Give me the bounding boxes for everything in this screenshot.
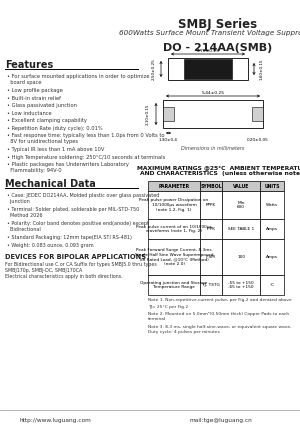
Bar	[148, 275, 200, 295]
Bar	[222, 191, 260, 219]
Text: • Plastic packages has Underwriters Laboratory
  Flammability: 94V-0: • Plastic packages has Underwriters Labo…	[7, 162, 129, 173]
Text: Amps: Amps	[266, 227, 278, 231]
Text: mail:tge@luguang.cn: mail:tge@luguang.cn	[190, 418, 253, 423]
Text: 100: 100	[237, 255, 245, 259]
Text: Watts: Watts	[266, 203, 278, 207]
Text: 1.60±0.15: 1.60±0.15	[260, 58, 264, 80]
Text: IFSM: IFSM	[206, 255, 216, 259]
Text: Note 2. Mounted on 5.0mm²(0.50mm thick) Copper Pads to each
terminal: Note 2. Mounted on 5.0mm²(0.50mm thick) …	[148, 312, 289, 320]
Text: • Typical IR less than 1 mA above 10V: • Typical IR less than 1 mA above 10V	[7, 147, 104, 152]
Text: VALUE: VALUE	[233, 184, 249, 189]
Text: • Repetition Rate (duty cycle): 0.01%: • Repetition Rate (duty cycle): 0.01%	[7, 125, 103, 130]
Text: TJ, TSTG: TJ, TSTG	[202, 283, 220, 287]
Text: Features: Features	[5, 60, 53, 70]
Bar	[148, 239, 200, 275]
Bar	[222, 275, 260, 295]
Bar	[148, 191, 200, 219]
Bar	[260, 191, 284, 219]
Text: For Bidirectional use C or CA Suffix for types SMBJ5.0 thru types
SMBJ170p, SMBJ: For Bidirectional use C or CA Suffix for…	[5, 262, 157, 279]
Bar	[222, 219, 260, 239]
Text: SMBJ Series: SMBJ Series	[178, 18, 258, 31]
Text: Operating junction and Storage
Temperature Range: Operating junction and Storage Temperatu…	[140, 280, 208, 289]
Text: °C: °C	[269, 283, 275, 287]
Text: • Excellent clamping capability: • Excellent clamping capability	[7, 118, 87, 123]
Bar	[163, 107, 174, 121]
Text: 1.30±0.4: 1.30±0.4	[159, 138, 178, 142]
Text: SYMBOL: SYMBOL	[200, 184, 222, 189]
Text: Note 1. Non-repetitive current pulse, per Fig.2 and derated above: Note 1. Non-repetitive current pulse, pe…	[148, 298, 292, 302]
Bar	[260, 219, 284, 239]
Text: Note 3. 8.3 ms, single half-sine-wave, or equivalent square wave,
Duty cycle: 4 : Note 3. 8.3 ms, single half-sine-wave, o…	[148, 325, 292, 334]
Text: • Low inductance: • Low inductance	[7, 110, 52, 116]
Bar	[260, 275, 284, 295]
Bar	[163, 100, 263, 128]
Text: 4.70±0.25: 4.70±0.25	[196, 49, 220, 53]
Bar	[260, 239, 284, 275]
Text: IPPK: IPPK	[206, 227, 215, 231]
Text: MAXIMUM RATINGS @25°C  AMBIENT TEMPERATURE
AND CHARACTERISTICS  (unless otherwis: MAXIMUM RATINGS @25°C AMBIENT TEMPERATUR…	[137, 165, 300, 176]
Text: 5.44±0.25: 5.44±0.25	[201, 91, 225, 95]
Text: • Terminal: Solder plated, solderable per MIL-STD-750
  Method 2026: • Terminal: Solder plated, solderable pe…	[7, 207, 139, 218]
Text: 0.20±0.05: 0.20±0.05	[247, 138, 269, 142]
Text: http://www.luguang.com: http://www.luguang.com	[20, 418, 92, 423]
Bar	[222, 181, 260, 191]
Text: SEE TABLE 1: SEE TABLE 1	[228, 227, 254, 231]
Bar	[200, 191, 222, 219]
Text: 2.10±0.15: 2.10±0.15	[146, 103, 150, 125]
Text: PPPK: PPPK	[206, 203, 216, 207]
Text: • Polarity: Color band denotes positive end(anode) except
  Bidirectional: • Polarity: Color band denotes positive …	[7, 221, 149, 232]
Bar	[200, 239, 222, 275]
Text: • Standard Packaging: 12mm tape(EIA STI RS-481): • Standard Packaging: 12mm tape(EIA STI …	[7, 235, 132, 240]
Text: UNITS: UNITS	[264, 184, 280, 189]
Text: Min
600: Min 600	[237, 201, 245, 209]
Text: • Glass passivated junction: • Glass passivated junction	[7, 103, 77, 108]
Bar	[148, 181, 200, 191]
Text: • Weight: 0.083 ounce, 0.093 gram: • Weight: 0.083 ounce, 0.093 gram	[7, 243, 94, 247]
Text: 600Watts Surface Mount Transient Voltage Suppressor: 600Watts Surface Mount Transient Voltage…	[119, 30, 300, 36]
Bar	[200, 219, 222, 239]
Text: DEVICES FOR BIPOLAR APPLICATIONS: DEVICES FOR BIPOLAR APPLICATIONS	[5, 254, 146, 260]
Text: DO - 214AA(SMB): DO - 214AA(SMB)	[164, 43, 273, 53]
Bar	[168, 58, 248, 80]
Text: • High Temperature soldering: 250°C/10 seconds at terminals: • High Temperature soldering: 250°C/10 s…	[7, 155, 165, 159]
Text: Dimensions in millimeters: Dimensions in millimeters	[181, 146, 245, 151]
Bar	[200, 275, 222, 295]
Text: Peak pulse current of on 10/1000μs
waveforms (note 1, Fig. 2): Peak pulse current of on 10/1000μs wavef…	[136, 225, 212, 233]
Bar	[200, 181, 222, 191]
Text: -55 to +150
-65 to +150: -55 to +150 -65 to +150	[228, 280, 254, 289]
Bar	[184, 59, 232, 79]
Bar	[148, 219, 200, 239]
Text: TJ= 25°C per Fig.2: TJ= 25°C per Fig.2	[148, 305, 188, 309]
Text: 2.50±0.25: 2.50±0.25	[152, 58, 156, 80]
Text: Mechanical Data: Mechanical Data	[5, 179, 96, 189]
Text: • Case: JEDEC DO214AA, Molded plastic over glass passivated
  junction: • Case: JEDEC DO214AA, Molded plastic ov…	[7, 193, 159, 204]
Text: PARAMETER: PARAMETER	[158, 184, 190, 189]
Text: Peak pulse power Dissipation on
10/1000μs waveform
(note 1,2, Fig. 1): Peak pulse power Dissipation on 10/1000μ…	[140, 198, 208, 212]
Bar	[222, 239, 260, 275]
Text: • Low profile package: • Low profile package	[7, 88, 63, 93]
Text: Peak Forward Surge Current, 8.3ms
Single Half Sine Wave Superimposed
on Rated Lo: Peak Forward Surge Current, 8.3ms Single…	[135, 248, 213, 266]
Bar	[260, 181, 284, 191]
Text: • For surface mounted applications in order to optimize
  board space: • For surface mounted applications in or…	[7, 74, 149, 85]
Text: • Built-in strain relief: • Built-in strain relief	[7, 96, 61, 100]
Bar	[252, 107, 263, 121]
Text: • Fast response time: typically less than 1.0ps from 0 Volts to
  8V for unidire: • Fast response time: typically less tha…	[7, 133, 164, 144]
Text: Amps: Amps	[266, 255, 278, 259]
